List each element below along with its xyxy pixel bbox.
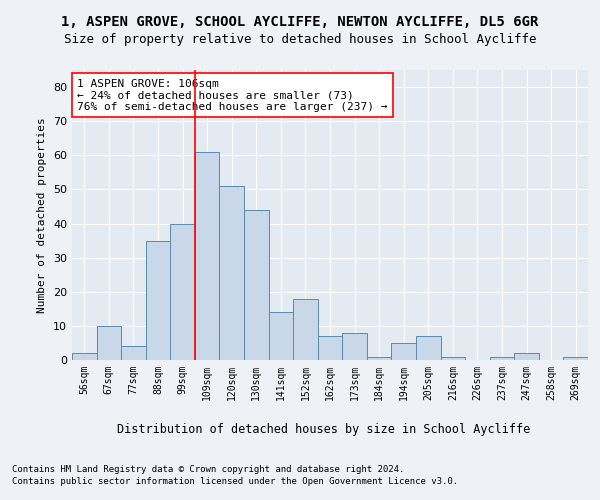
Bar bbox=[146, 240, 170, 360]
Text: 1, ASPEN GROVE, SCHOOL AYCLIFFE, NEWTON AYCLIFFE, DL5 6GR: 1, ASPEN GROVE, SCHOOL AYCLIFFE, NEWTON … bbox=[61, 15, 539, 29]
Text: Contains public sector information licensed under the Open Government Licence v3: Contains public sector information licen… bbox=[12, 478, 458, 486]
Bar bbox=[220, 186, 244, 360]
Bar bbox=[170, 224, 195, 360]
Bar bbox=[440, 356, 465, 360]
Bar bbox=[293, 298, 318, 360]
Bar bbox=[195, 152, 220, 360]
Bar bbox=[97, 326, 121, 360]
Bar bbox=[318, 336, 342, 360]
Bar bbox=[391, 343, 416, 360]
Bar bbox=[72, 353, 97, 360]
Bar bbox=[244, 210, 269, 360]
Text: Distribution of detached houses by size in School Aycliffe: Distribution of detached houses by size … bbox=[118, 422, 530, 436]
Bar bbox=[367, 356, 391, 360]
Bar bbox=[121, 346, 146, 360]
Bar bbox=[514, 353, 539, 360]
Text: Size of property relative to detached houses in School Aycliffe: Size of property relative to detached ho… bbox=[64, 32, 536, 46]
Bar bbox=[269, 312, 293, 360]
Y-axis label: Number of detached properties: Number of detached properties bbox=[37, 117, 47, 313]
Text: Contains HM Land Registry data © Crown copyright and database right 2024.: Contains HM Land Registry data © Crown c… bbox=[12, 465, 404, 474]
Bar bbox=[563, 356, 588, 360]
Text: 1 ASPEN GROVE: 106sqm
← 24% of detached houses are smaller (73)
76% of semi-deta: 1 ASPEN GROVE: 106sqm ← 24% of detached … bbox=[77, 78, 388, 112]
Bar bbox=[490, 356, 514, 360]
Bar bbox=[416, 336, 440, 360]
Bar bbox=[342, 332, 367, 360]
